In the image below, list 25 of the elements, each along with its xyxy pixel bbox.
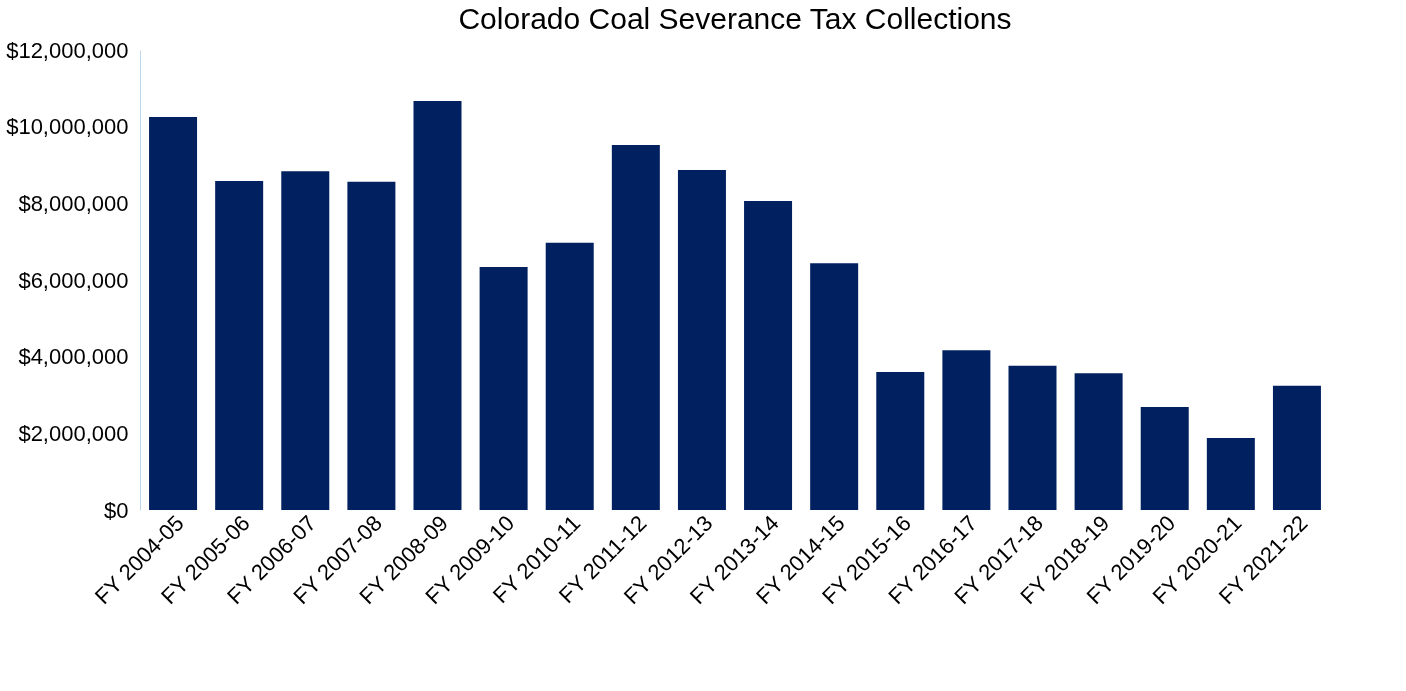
bar <box>413 100 462 510</box>
y-tick-label: $10,000,000 <box>6 114 129 140</box>
bar <box>347 181 396 510</box>
bar <box>281 171 330 510</box>
bar <box>744 201 793 510</box>
bar <box>1272 385 1321 510</box>
bar <box>479 266 528 510</box>
bar <box>545 242 594 510</box>
chart-title: Colorado Coal Severance Tax Collections <box>458 2 1012 35</box>
bar <box>876 372 925 510</box>
bar <box>942 350 991 510</box>
bar <box>215 181 264 510</box>
bar <box>1074 373 1123 510</box>
y-tick-label: $4,000,000 <box>18 344 129 370</box>
y-tick-label: $6,000,000 <box>18 267 129 293</box>
bar <box>677 169 726 510</box>
y-tick-label: $12,000,000 <box>6 37 129 63</box>
bar <box>1206 437 1255 510</box>
bar <box>1008 365 1057 510</box>
bar <box>149 117 198 510</box>
y-tick-label: $2,000,000 <box>18 420 129 446</box>
y-tick-label: $8,000,000 <box>18 190 129 216</box>
bar <box>1140 406 1189 510</box>
bar <box>611 145 660 510</box>
bar <box>810 263 859 510</box>
